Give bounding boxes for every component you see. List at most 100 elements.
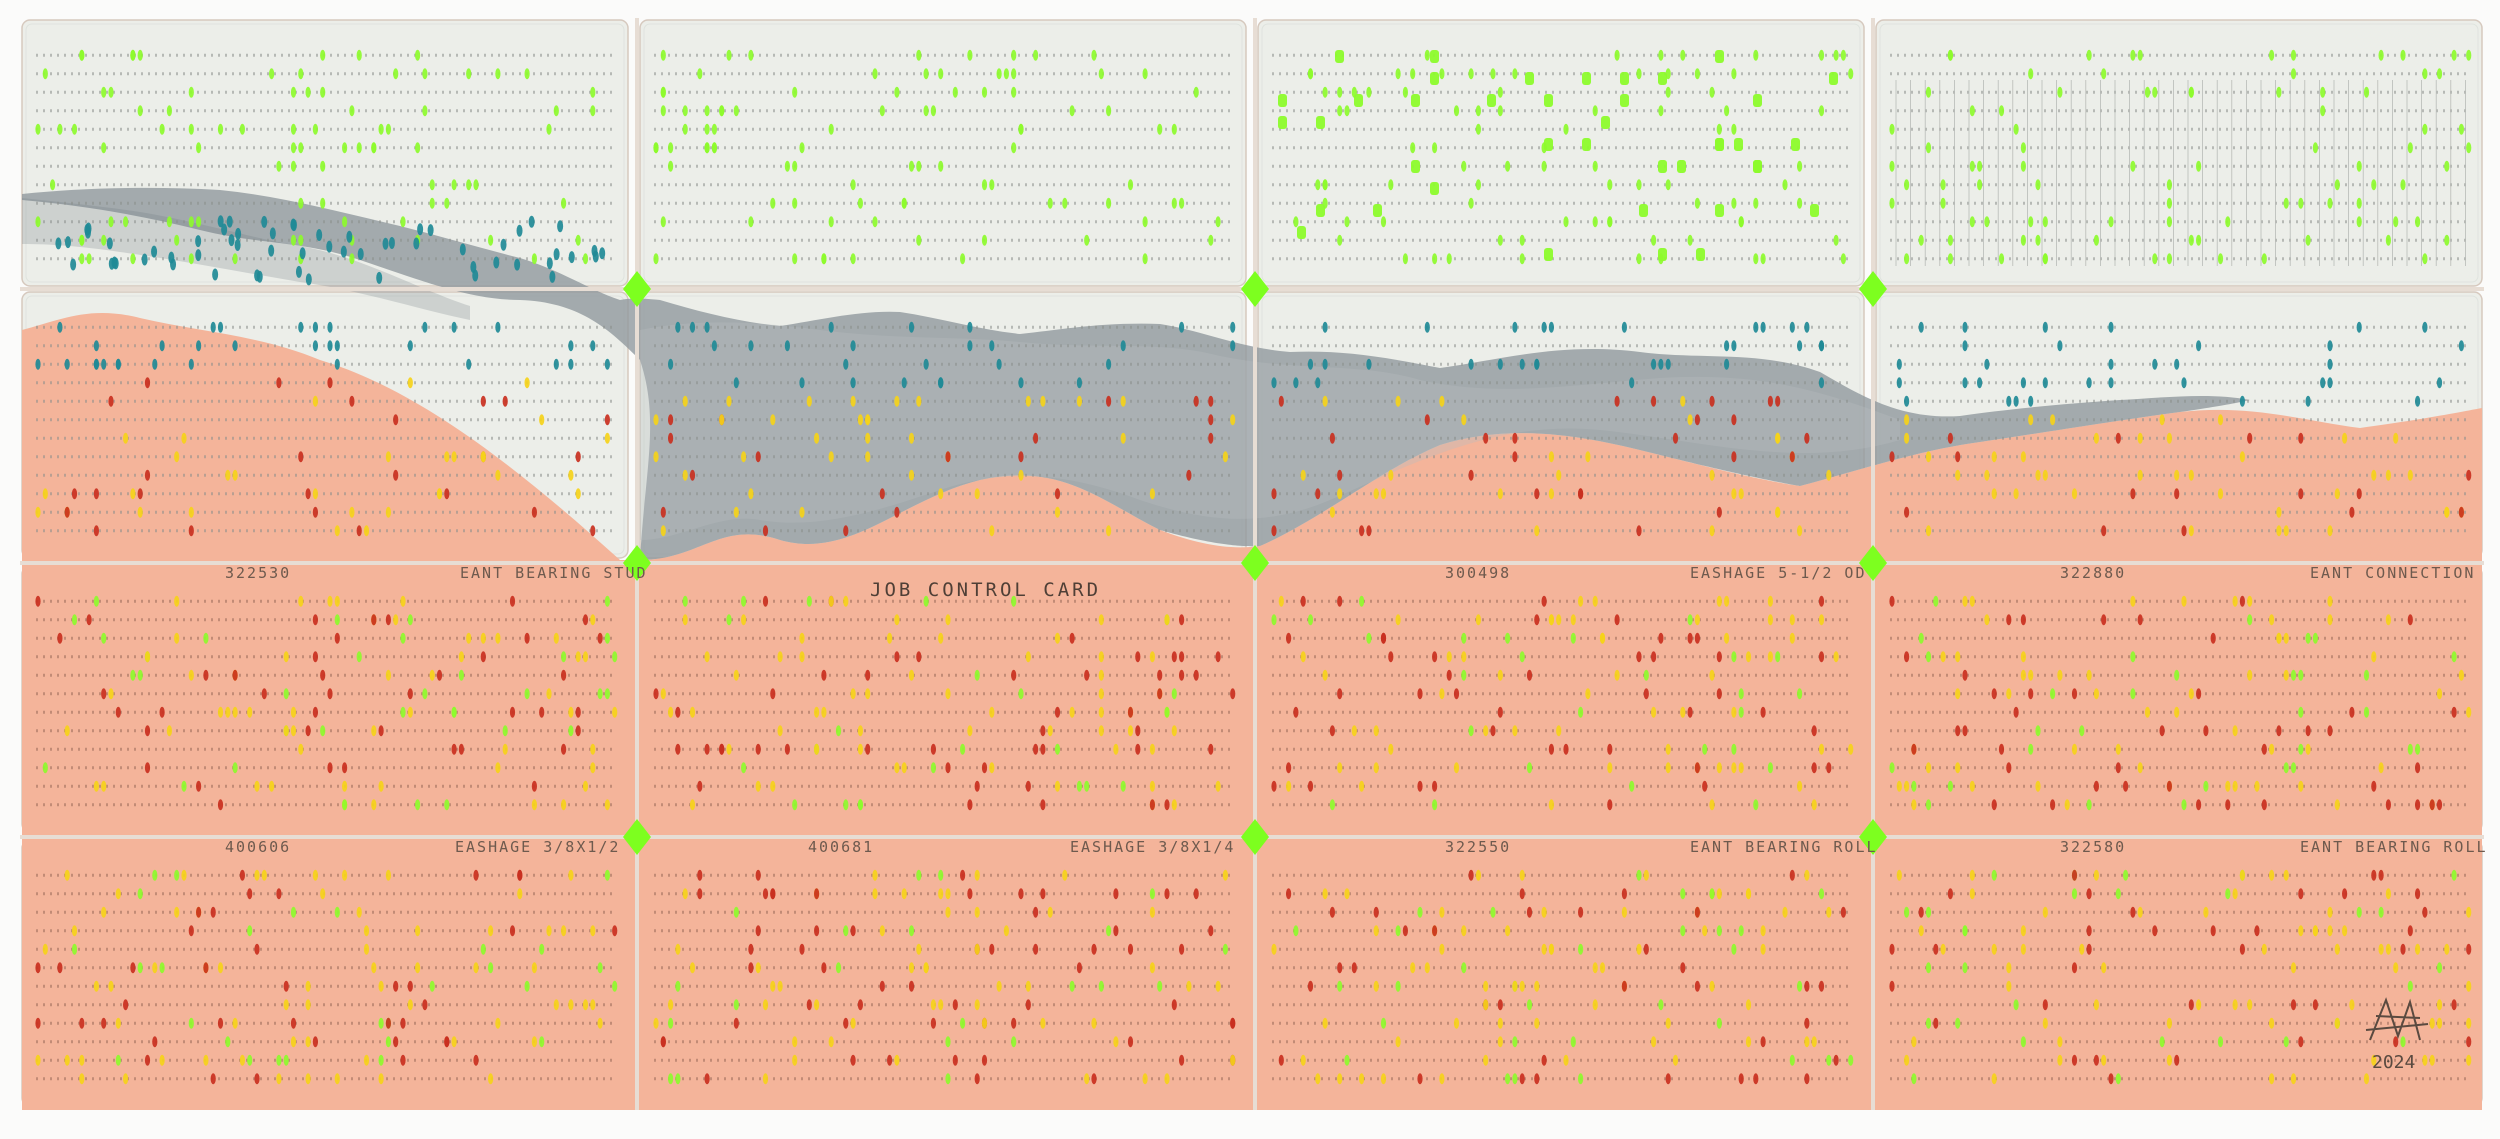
punched-hole	[71, 123, 78, 135]
punched-hole	[1636, 68, 1642, 80]
punched-hole	[212, 268, 219, 281]
punched-hole	[349, 105, 355, 117]
punched-hole	[568, 725, 574, 737]
punched-hole	[1149, 488, 1155, 500]
punched-hole	[2378, 762, 2384, 774]
punched-hole	[480, 651, 486, 663]
punched-hole	[2071, 869, 2078, 881]
punched-hole	[1410, 962, 1416, 974]
punched-hole	[726, 395, 732, 407]
punched-hole	[989, 943, 995, 955]
punched-hole	[1076, 780, 1082, 792]
punched-hole	[553, 999, 559, 1011]
punched-hole	[879, 105, 885, 117]
punched-hole	[799, 943, 805, 955]
punched-hole	[1453, 105, 1460, 117]
punched-hole	[865, 669, 871, 681]
punched-hole	[2393, 962, 2399, 974]
punched-hole	[945, 451, 951, 463]
punch-card	[639, 19, 1247, 287]
punched-hole	[1329, 906, 1335, 918]
punched-hole	[174, 906, 180, 918]
punched-hole	[2020, 943, 2026, 955]
punched-hole	[298, 234, 304, 246]
punched-hole	[1208, 432, 1214, 444]
punched-hole	[1889, 451, 1895, 463]
punched-hole	[276, 377, 282, 389]
punched-hole	[726, 743, 732, 755]
punched-hole	[1925, 142, 1932, 154]
punched-hole	[1430, 72, 1439, 85]
punched-hole	[141, 253, 148, 266]
punched-hole	[2371, 651, 2377, 663]
punched-hole	[553, 358, 559, 370]
punched-hole	[2020, 234, 2026, 246]
punched-hole	[1614, 614, 1620, 626]
punched-hole	[1011, 142, 1017, 154]
punched-hole	[196, 142, 202, 154]
punched-hole	[1278, 395, 1284, 407]
punched-hole	[210, 1073, 216, 1085]
punched-hole	[843, 525, 849, 537]
punched-hole	[1322, 888, 1328, 900]
punched-hole	[290, 142, 297, 154]
punched-hole	[1715, 138, 1724, 151]
punched-hole	[1271, 780, 1277, 792]
punched-hole	[312, 340, 318, 352]
punched-hole	[1171, 123, 1177, 135]
punched-hole	[2327, 595, 2333, 607]
punched-hole	[2225, 888, 2231, 900]
punched-hole	[2101, 525, 2107, 537]
punched-hole	[1933, 943, 1939, 955]
punched-hole	[1142, 216, 1148, 228]
punched-hole	[1840, 253, 1846, 265]
punched-hole	[582, 253, 589, 265]
punched-hole	[385, 123, 391, 135]
punched-hole	[938, 68, 944, 80]
punched-hole	[1186, 469, 1192, 481]
punched-hole	[1411, 94, 1420, 107]
punched-hole	[1402, 86, 1408, 98]
punched-hole	[2312, 142, 2318, 154]
punched-hole	[232, 706, 238, 718]
punched-hole	[276, 160, 282, 172]
punched-hole	[2363, 86, 2370, 98]
card-body	[1257, 19, 1865, 287]
punched-hole	[1592, 962, 1598, 974]
punched-hole	[1731, 197, 1737, 209]
punched-hole	[2064, 799, 2070, 811]
punched-hole	[1760, 253, 1766, 265]
punched-hole	[1380, 1073, 1387, 1085]
punched-hole	[2006, 980, 2012, 992]
punched-hole	[1380, 632, 1387, 644]
punched-hole	[429, 980, 435, 992]
punched-hole	[1724, 340, 1730, 352]
punched-hole	[1487, 94, 1496, 107]
punched-hole	[2006, 762, 2012, 774]
punched-hole	[821, 253, 827, 265]
punched-hole	[1658, 632, 1664, 644]
punched-hole	[2035, 469, 2041, 481]
punched-hole	[1040, 395, 1046, 407]
punched-hole	[1889, 943, 1895, 955]
punched-hole	[1962, 725, 1968, 737]
punched-hole	[981, 86, 988, 98]
punched-hole	[1991, 488, 1997, 500]
punched-hole	[945, 888, 951, 900]
punched-hole	[1373, 906, 1379, 918]
punched-hole	[930, 743, 937, 755]
punched-hole	[1716, 506, 1722, 518]
punched-hole	[1544, 248, 1553, 261]
punched-hole	[1680, 395, 1686, 407]
punched-hole	[689, 799, 696, 811]
punched-hole	[2290, 762, 2297, 774]
punched-hole	[1578, 906, 1584, 918]
punched-hole	[1179, 197, 1185, 209]
punched-hole	[2028, 68, 2034, 80]
punched-hole	[1113, 925, 1119, 937]
punched-hole	[188, 253, 194, 265]
punched-hole	[1084, 1073, 1090, 1085]
punched-hole	[1665, 762, 1671, 774]
punched-hole	[1076, 395, 1082, 407]
punched-hole	[2415, 799, 2421, 811]
